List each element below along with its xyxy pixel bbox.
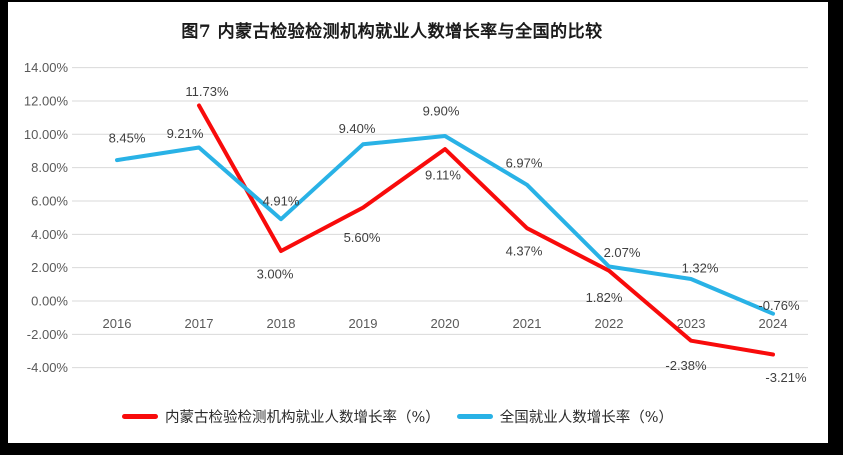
chart-legend: 内蒙古检验检测机构就业人数增长率（%） 全国就业人数增长率（%） <box>122 406 673 427</box>
chart-panel: 14.00% 12.00% 10.00% 8.00% 6.00% 4.00% 2.00% 0.… <box>8 2 828 443</box>
y-tick-label: 6.00% <box>31 193 68 208</box>
x-category-label: 2022 <box>595 316 624 331</box>
y-tick-label: 2.00% <box>31 260 68 275</box>
series-line-0 <box>197 103 775 357</box>
data-point-label: 9.21% <box>167 126 204 141</box>
x-category-label: 2023 <box>677 316 706 331</box>
data-point-label: -3.21% <box>765 370 807 385</box>
data-point-label: 3.00% <box>257 266 294 281</box>
data-point-label: 1.82% <box>586 290 623 305</box>
data-point-label: -0.76% <box>758 298 800 313</box>
y-tick-label: 14.00% <box>24 60 69 75</box>
data-point-label: 9.11% <box>425 168 461 183</box>
y-tick-label: 12.00% <box>24 93 69 108</box>
x-category-label: 2019 <box>349 316 378 331</box>
legend-line-swatch-red <box>122 414 158 419</box>
legend-label-neimenggu: 内蒙古检验检测机构就业人数增长率（%） <box>165 410 440 426</box>
data-point-label: 2.07% <box>604 245 641 260</box>
legend-item-neimenggu: 内蒙古检验检测机构就业人数增长率（%） <box>122 406 440 427</box>
data-point-label: 6.97% <box>506 155 543 170</box>
data-point-label: 4.37% <box>506 244 543 259</box>
y-tick-label: 0.00% <box>31 294 68 309</box>
data-point-label: 5.60% <box>344 230 381 245</box>
data-point-label: 1.32% <box>682 260 719 275</box>
x-category-label: 2024 <box>759 316 788 331</box>
data-point-label: 9.40% <box>339 121 376 136</box>
series-line-1 <box>115 134 775 316</box>
y-tick-label: 10.00% <box>24 127 69 142</box>
data-point-label: -2.38% <box>665 358 707 373</box>
legend-line-swatch-blue <box>456 414 493 419</box>
y-tick-label: -2.00% <box>27 327 69 342</box>
data-point-label: 11.73% <box>185 84 229 99</box>
x-category-label: 2017 <box>185 316 214 331</box>
legend-item-national: 全国就业人数增长率（%） <box>456 406 674 427</box>
y-tick-label: 8.00% <box>31 160 68 175</box>
chart-title: 图7 内蒙古检验检测机构就业人数增长率与全国的比较 <box>181 22 603 42</box>
y-tick-label: -4.00% <box>27 360 69 375</box>
data-point-label: 9.90% <box>423 103 460 118</box>
x-category-label: 2016 <box>103 316 132 331</box>
x-category-label: 2018 <box>267 316 296 331</box>
y-tick-label: 4.00% <box>31 227 68 242</box>
x-category-label: 2020 <box>431 316 460 331</box>
line-chart-plot-area: 14.00% 12.00% 10.00% 8.00% 6.00% 4.00% 2.00% 0.… <box>24 60 808 385</box>
x-category-label: 2021 <box>513 316 542 331</box>
legend-label-national: 全国就业人数增长率（%） <box>499 410 674 426</box>
data-point-label: 4.91% <box>263 194 300 209</box>
data-point-label: 8.45% <box>109 131 146 146</box>
